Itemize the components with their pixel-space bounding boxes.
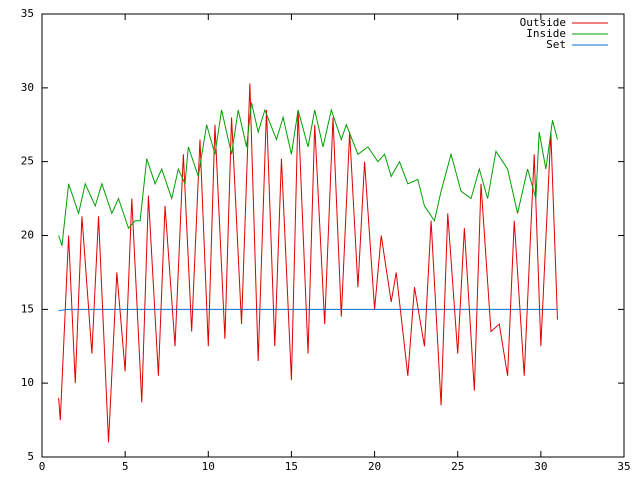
legend-label: Set	[546, 38, 566, 51]
y-tick-label: 30	[21, 81, 34, 94]
y-tick-label: 10	[21, 376, 34, 389]
x-tick-label: 35	[617, 460, 630, 473]
series-line	[58, 83, 558, 443]
legend-label: Inside	[526, 27, 566, 40]
x-tick-label: 20	[368, 460, 381, 473]
x-tick-label: 0	[39, 460, 46, 473]
y-tick-label: 20	[21, 229, 34, 242]
series-line	[58, 102, 558, 246]
x-tick-label: 5	[122, 460, 129, 473]
x-tick-label: 10	[202, 460, 215, 473]
y-tick-label: 15	[21, 302, 34, 315]
y-tick-label: 5	[27, 450, 34, 463]
y-tick-label: 25	[21, 155, 34, 168]
y-tick-label: 35	[21, 7, 34, 20]
x-tick-label: 30	[534, 460, 547, 473]
x-tick-label: 15	[285, 460, 298, 473]
x-tick-label: 25	[451, 460, 464, 473]
series-line	[58, 308, 558, 312]
legend-label: Outside	[520, 16, 566, 29]
